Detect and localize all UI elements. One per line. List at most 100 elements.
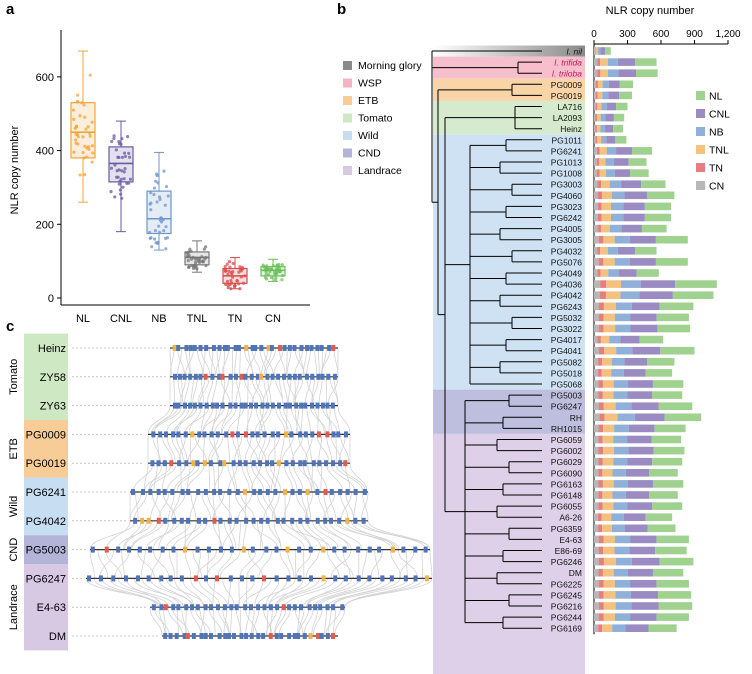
b-bar-segment-cn <box>594 546 599 555</box>
b-bar-segment-nl <box>656 535 689 544</box>
c-synteny-link <box>233 434 243 464</box>
c-gene-mark <box>186 517 191 524</box>
b-bar-segment-nl <box>613 113 625 122</box>
c-gene-mark <box>325 402 330 409</box>
b-bar-segment-nb <box>614 258 630 266</box>
b-bar-segment-nl <box>653 446 685 455</box>
b-bar-segment-tn <box>595 113 598 122</box>
c-gene-mark <box>423 546 428 553</box>
panel-c-synteny: Tomato ETB Wild CND Landrace Heinz ZY58 ZY63 PG0… <box>8 333 433 651</box>
c-synteny-link <box>292 376 300 406</box>
c-gene-mark <box>317 460 322 467</box>
c-synteny-link <box>287 549 295 579</box>
c-gene-mark <box>203 517 208 524</box>
a-data-point <box>157 195 162 199</box>
c-gene-mark <box>159 575 164 582</box>
a-x-tick-label: CNL <box>110 313 132 325</box>
c-synteny-link <box>323 491 329 521</box>
c-synteny-link <box>206 376 214 406</box>
b-bar-segment-cn <box>594 269 598 277</box>
b-accession-label: PG5032 <box>551 313 582 323</box>
b-bar-segment-tn <box>598 435 603 444</box>
b-accession-label: PG4017 <box>551 335 582 345</box>
c-synteny-link <box>218 491 233 521</box>
c-synteny-link <box>318 434 323 464</box>
c-synteny-link <box>274 578 320 608</box>
c-synteny-link <box>202 347 206 377</box>
b-bar-segment-cn <box>594 291 600 299</box>
c-gene-mark <box>182 373 187 380</box>
a-data-point <box>237 270 241 274</box>
b-bar-segment-cnl <box>628 424 655 433</box>
c-synteny-link <box>149 463 177 493</box>
a-data-point <box>119 177 123 181</box>
c-synteny-link <box>188 405 202 435</box>
b-bar-segment-cnl <box>627 502 653 510</box>
c-synteny-link <box>258 549 273 579</box>
c-synteny-link <box>166 578 205 608</box>
b-bar-segment-cn <box>594 580 599 588</box>
c-synteny-link <box>333 405 340 435</box>
b-bar-segment-tnl <box>602 380 614 388</box>
c-row-label: DM <box>49 631 66 643</box>
c-synteny-link <box>302 347 308 377</box>
b-bar-segment-nb <box>605 158 614 166</box>
b-bar-segment-tn <box>595 91 598 100</box>
c-row-label: PG0009 <box>26 429 66 441</box>
c-synteny-link <box>311 463 313 493</box>
c-gene-mark <box>302 460 307 467</box>
c-synteny-link <box>220 405 230 435</box>
b-bar-segment-cn <box>594 524 599 533</box>
c-gene-mark <box>172 345 177 351</box>
c-synteny-link <box>284 520 332 550</box>
b-bar-segment-nl <box>651 435 682 444</box>
c-synteny-link <box>335 434 338 464</box>
b-bar-segment-tn <box>598 191 603 200</box>
b-bar-segment-nl <box>655 546 687 555</box>
b-bar-segment-nb <box>617 413 635 422</box>
c-gene-mark <box>171 604 176 611</box>
b-bar-segment-nl <box>647 524 676 533</box>
c-synteny-link <box>344 578 433 608</box>
c-gene-mark <box>308 633 313 639</box>
b-bar-segment-nb <box>613 502 628 510</box>
c-gene-mark <box>198 373 203 380</box>
c-synteny-links <box>85 347 433 637</box>
b-bar-segment-cnl <box>625 469 650 477</box>
b-legend-label: WSP <box>358 78 382 90</box>
c-synteny-link <box>301 491 309 521</box>
b-bar-segment-tnl <box>603 313 615 322</box>
c-gene-mark <box>156 489 161 495</box>
b-bar-segment-tn <box>598 624 603 632</box>
c-synteny-link <box>259 520 264 550</box>
b-accession-label: PG6090 <box>551 468 582 478</box>
b-bar-segment-tn <box>595 102 598 111</box>
b-bar-segment-nl <box>635 247 657 255</box>
c-gene-mark <box>243 373 248 380</box>
c-gene-mark <box>253 345 258 351</box>
c-gene-mark <box>251 460 256 467</box>
c-synteny-link <box>189 491 197 521</box>
c-gene-mark <box>222 345 227 351</box>
c-gene-mark <box>227 517 232 524</box>
c-gene-mark <box>255 431 260 438</box>
c-gene-mark <box>211 345 216 351</box>
c-synteny-link <box>302 578 352 608</box>
a-data-point <box>190 263 194 268</box>
b-bar-segment-nl <box>645 513 673 521</box>
c-gene-mark <box>218 460 223 467</box>
b-bar-segment-cn <box>594 180 598 188</box>
c-synteny-link <box>287 376 292 406</box>
c-gene-mark <box>184 460 189 467</box>
b-bar-segment-nb <box>608 269 619 277</box>
a-data-point <box>155 173 159 178</box>
c-gene-mark <box>234 604 239 611</box>
b-bar-segment-tn <box>599 291 606 299</box>
b-bar-segment-nb <box>606 169 615 177</box>
c-synteny-link <box>173 463 196 493</box>
b-bar-segment-cn <box>594 91 596 100</box>
c-synteny-link <box>367 520 431 550</box>
c-gene-mark <box>215 575 220 582</box>
a-data-point <box>90 144 94 148</box>
b-bar-segment-cnl <box>627 457 653 466</box>
